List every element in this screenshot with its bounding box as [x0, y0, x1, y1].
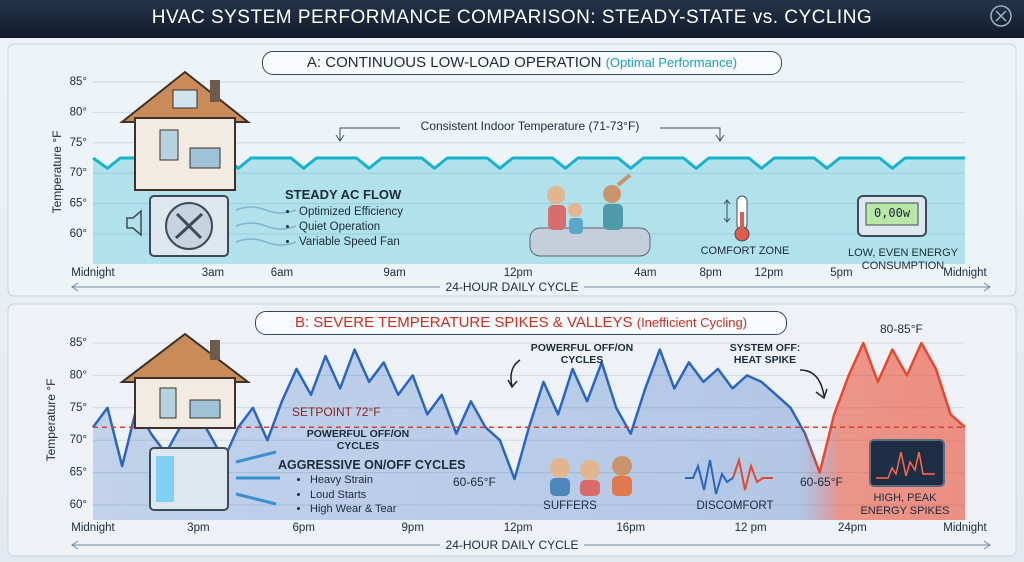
chart-title: B: SEVERE TEMPERATURE SPIKES & VALLEYS: [294, 314, 633, 331]
x-tick-label: 3am: [202, 267, 224, 279]
y-tick-label: 65°: [70, 467, 87, 479]
x-tick-label: 6am: [271, 267, 293, 279]
plots: 60° 65° 70° 75° 80° 85° Midnight 3am 6am 9am 12pm 4…: [70, 76, 988, 534]
annotation-heading: STEADY AC FLOW: [285, 187, 402, 202]
feature: Optimized Efficiency: [299, 206, 403, 219]
x-tick-label: 6pm: [293, 522, 315, 534]
y-tick-label: 65°: [70, 198, 87, 210]
ac-unit-b: [149, 447, 280, 511]
panel-a: [7, 43, 1017, 297]
house-a: [119, 70, 251, 191]
x-tick-label: 12pm: [754, 267, 783, 279]
x-tick-label: 12 pm: [735, 522, 767, 534]
annotation: HIGH, PEAK ENERGY SPIKES: [860, 492, 950, 517]
x-tick-label: Midnight: [943, 267, 987, 279]
chart-title: A: CONTINUOUS LOW-LOAD OPERATION: [306, 54, 602, 71]
x-tick-label: 3pm: [187, 522, 209, 534]
energy-monitor-b: [869, 439, 945, 487]
discomfort-wave: [685, 456, 773, 495]
x-tick-label: 24pm: [838, 522, 867, 534]
annotation: SUFFERS: [543, 500, 597, 512]
house-b: [119, 332, 251, 429]
feature-list: Heavy Strain Loud Starts High Wear & Tea…: [298, 474, 396, 518]
x-tick-label: 4am: [634, 267, 656, 279]
title-bar: [0, 0, 1024, 38]
feature: Variable Speed Fan: [299, 236, 403, 249]
energy-meter-a: [857, 195, 927, 237]
annotation: COMFORT ZONE: [700, 245, 790, 257]
x-tick-label: 8pm: [699, 267, 721, 279]
feature: Heavy Strain: [310, 474, 396, 487]
x-tick-label: 12pm: [504, 267, 533, 279]
x-axis-title-bg: [440, 538, 584, 552]
feature: Quiet Operation: [299, 221, 403, 234]
x-axis-title: 24-HOUR DAILY CYCLE: [446, 280, 579, 294]
y-tick-label: 60°: [70, 228, 87, 240]
annotation: 60-65°F: [800, 475, 843, 489]
people-b: [550, 456, 632, 496]
meter-reading: 0,00w: [873, 206, 911, 220]
y-tick-label: 85°: [70, 337, 87, 349]
family-a: [529, 173, 651, 257]
close-icon: [995, 10, 1007, 22]
annotation-arrow: [799, 369, 828, 400]
annotation: POWERFUL OFF/ON CYCLES: [530, 342, 634, 367]
annotation: POWERFUL OFF/ON CYCLES: [306, 428, 410, 453]
x-tick-label: 5pm: [830, 267, 852, 279]
y-axis-title: Temperature °F: [50, 131, 64, 214]
annotation-arrow: [507, 359, 521, 389]
annotation: Consistent Indoor Temperature (71-73°F): [400, 119, 660, 134]
x-tick-label: Midnight: [71, 267, 115, 279]
annotation-heading: AGGRESSIVE ON/OFF CYCLES: [278, 458, 466, 472]
x-tick-label: 9am: [383, 267, 405, 279]
x-tick-label: Midnight: [71, 522, 115, 534]
close-button[interactable]: [990, 5, 1012, 27]
y-tick-label: 75°: [70, 402, 87, 414]
thermometer-a: [723, 195, 750, 242]
panel-b-heading: B: SEVERE TEMPERATURE SPIKES & VALLEYS (…: [255, 311, 787, 335]
chart-subtitle: (Inefficient Cycling): [636, 315, 748, 330]
y-tick-label: 70°: [70, 434, 87, 446]
annotation: DISCOMFORT: [696, 500, 774, 512]
x-axis-title-bg: [440, 280, 584, 294]
chart-subtitle: (Optimal Performance): [605, 55, 738, 70]
y-tick-label: 80°: [70, 369, 87, 381]
setpoint-label: SETPOINT 72°F: [292, 405, 381, 419]
ac-unit-a: [126, 195, 297, 257]
feature-list: Optimized Efficiency Quiet Operation Var…: [287, 206, 403, 252]
panel-a-heading: A: CONTINUOUS LOW-LOAD OPERATION (Optima…: [262, 51, 782, 75]
y-tick-label: 80°: [70, 106, 87, 118]
annotation: SYSTEM OFF: HEAT SPIKE: [729, 342, 801, 367]
feature: Loud Starts: [310, 489, 396, 502]
y-tick-label: 60°: [70, 499, 87, 511]
y-axis-title: Temperature °F: [44, 379, 58, 462]
annotation: 80-85°F: [880, 322, 923, 336]
y-tick-label: 75°: [70, 137, 87, 149]
y-tick-label: 85°: [70, 76, 87, 88]
page-title: HVAC SYSTEM PERFORMANCE COMPARISON: STEA…: [152, 7, 872, 28]
x-tick-label: 12pm: [504, 522, 533, 534]
x-tick-label: 16pm: [616, 522, 645, 534]
feature: High Wear & Tear: [310, 503, 396, 516]
x-tick-label: 9pm: [402, 522, 424, 534]
annotation: LOW, EVEN ENERGY CONSUMPTION: [847, 247, 959, 272]
x-tick-label: Midnight: [943, 522, 987, 534]
y-tick-label: 70°: [70, 167, 87, 179]
annotation: 60-65°F: [453, 475, 496, 489]
x-axis-title: 24-HOUR DAILY CYCLE: [446, 538, 579, 552]
